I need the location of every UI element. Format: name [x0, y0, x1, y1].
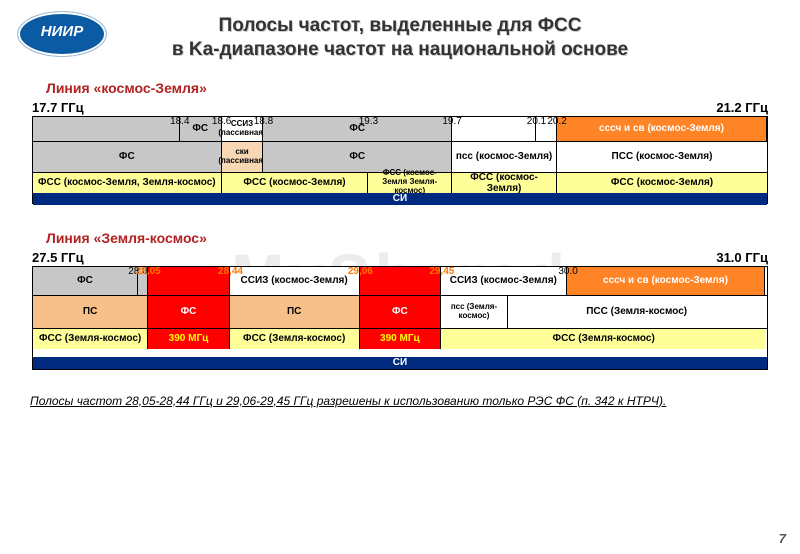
tick-label: 18.6	[212, 116, 231, 127]
chart-cell: ФСС (космос-Земля)	[222, 173, 369, 193]
chart-cell: ФС	[148, 296, 229, 328]
chart-cell: ски (пассивная)	[222, 142, 264, 172]
chart1-wrap: 17.7 ГГц 21.2 ГГц ФСССИЗ (пассивная)ФСсс…	[32, 100, 768, 204]
chart-cell: ФСС (Земля-космос)	[230, 329, 360, 349]
chart-cell: ФСС (космос-Земля, Земля-космос)	[33, 173, 222, 193]
tick-label: 19.7	[442, 116, 461, 127]
chart-cell: псс (Земля-космос)	[441, 296, 508, 328]
tick-label: 19.3	[359, 116, 378, 127]
chart-cell: ФС	[360, 296, 441, 328]
chart-cell: ПС	[230, 296, 360, 328]
tick-label: 20.2	[547, 116, 566, 127]
chart-row: ФСССИЗ (пассивная)ФСсссч и св (космос-Зе…	[33, 117, 767, 142]
tick-layer: 28,05 28,44 29,06 29,45	[33, 266, 767, 278]
chart-cell: ФСС (Земля-космос)	[441, 329, 766, 349]
chart-cell: ФСС (космос-Земля Земля-космос)	[368, 173, 452, 193]
chart-cell: ФС	[33, 142, 222, 172]
chart2-freq-left: 27.5 ГГц	[32, 250, 84, 265]
chart1-subtitle: Линия «космос-Земля»	[46, 80, 800, 96]
chart-cell: ПСС (космос-Земля)	[557, 142, 767, 172]
chart2-freq-right: 31.0 ГГц	[716, 250, 768, 265]
tick-label: 18.4	[170, 116, 189, 127]
chart2-wrap: 27.5 ГГц 31.0 ГГц ФСССИЗ (космос-Земля)С…	[32, 250, 768, 370]
title-line1: Полосы частот, выделенные для ФСС	[0, 14, 800, 38]
tick-label: 28,44	[218, 266, 243, 277]
chart-row: ФСС (Земля-космос)390 МГцФСС (Земля-косм…	[33, 329, 767, 349]
chart-cell: ФСС (космос-Земля)	[557, 173, 767, 193]
chart-cell: ФСС (космос-Земля)	[452, 173, 557, 193]
page-number: 7	[779, 531, 786, 546]
chart1-freq-labels: 17.7 ГГц 21.2 ГГц	[32, 100, 768, 115]
chart-row: ФСС (космос-Земля, Земля-космос)ФСС (кос…	[33, 173, 767, 193]
chart2: ФСССИЗ (космос-Земля)ССИЗ (космос-Земля)…	[32, 266, 768, 370]
chart-cell: ПС	[33, 296, 148, 328]
tick-label: 20.1	[527, 116, 546, 127]
chart1-freq-right: 21.2 ГГц	[716, 100, 768, 115]
footnote: Полосы частот 28,05-28,44 ГГц и 29,06-29…	[30, 394, 770, 408]
chart1-body: ФСССИЗ (пассивная)ФСсссч и св (космос-Зе…	[33, 117, 767, 193]
chart-row: ФСССИЗ (космос-Земля)ССИЗ (космос-Земля)…	[33, 267, 767, 296]
logo-badge: НИИР	[18, 12, 106, 56]
chart2-body: ФСССИЗ (космос-Земля)ССИЗ (космос-Земля)…	[33, 267, 767, 357]
chart1-freq-left: 17.7 ГГц	[32, 100, 84, 115]
chart-row: ПСФСПСФСпсс (Земля-космос)ПСС (Земля-кос…	[33, 296, 767, 329]
page-title: Полосы частот, выделенные для ФСС в Ka-д…	[0, 0, 800, 62]
chart-cell: 390 МГц	[148, 329, 229, 349]
title-line2: в Ka-диапазоне частот на национальной ос…	[0, 38, 800, 62]
tick-label: 28,05	[136, 266, 161, 277]
chart2-subtitle: Линия «Земля-космос»	[46, 230, 800, 246]
tick-layer: 18.4 18.6 18.8 19.3 19.7 20.120.2	[33, 116, 767, 128]
si-bar: СИ	[33, 357, 767, 369]
chart2-freq-labels: 27.5 ГГц 31.0 ГГц	[32, 250, 768, 265]
chart-cell: ПСС (Земля-космос)	[508, 296, 766, 328]
tick-label: 29,06	[348, 266, 373, 277]
chart-cell: ФСС (Земля-космос)	[33, 329, 148, 349]
tick-label: 18.8	[254, 116, 273, 127]
chart-cell: ФС	[263, 142, 452, 172]
chart-cell: псс (космос-Земля)	[452, 142, 557, 172]
tick-label: 29,45	[429, 266, 454, 277]
chart-cell: 390 МГц	[360, 329, 441, 349]
chart1: ФСССИЗ (пассивная)ФСсссч и св (космос-Зе…	[32, 116, 768, 204]
